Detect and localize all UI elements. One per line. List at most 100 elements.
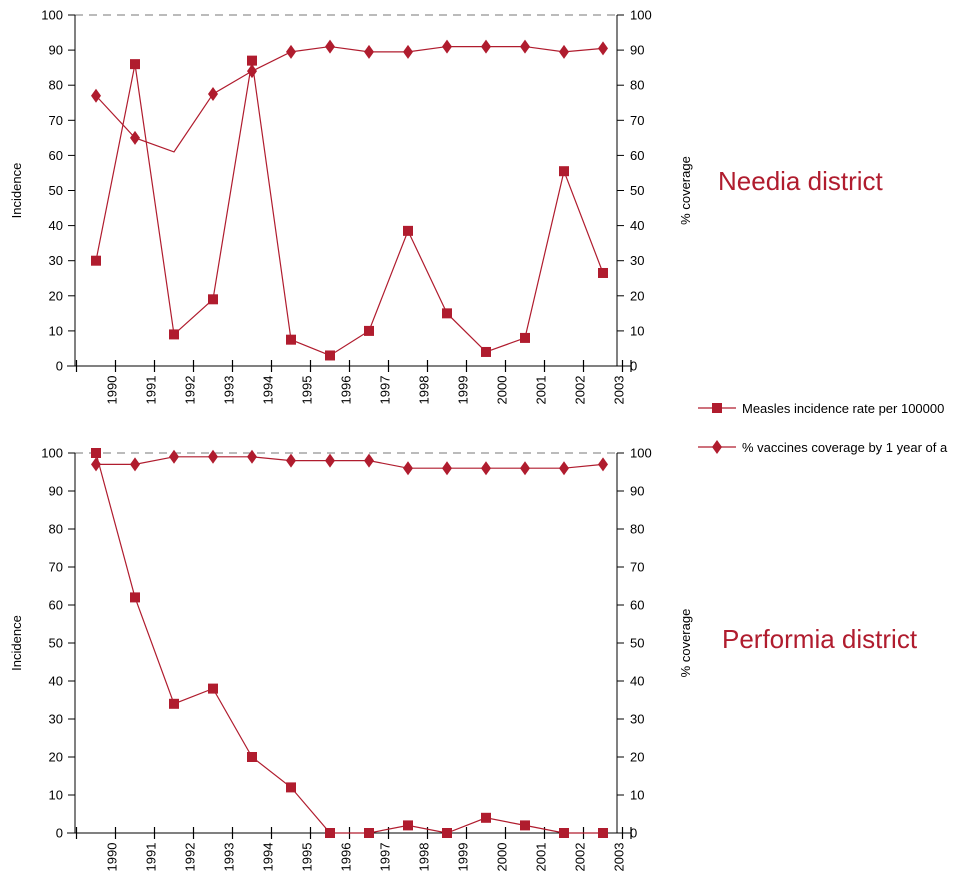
x-tick-label: 1991 (144, 843, 159, 872)
right-y-tick-label: 80 (630, 522, 644, 537)
incidence-point (403, 225, 413, 236)
left-y-tick-label: 40 (49, 218, 63, 233)
coverage-point (130, 130, 140, 145)
left-y-tick-label: 30 (49, 253, 63, 268)
x-tick-label: 1992 (183, 843, 198, 872)
coverage-point (520, 461, 530, 476)
left-y-tick-label: 10 (49, 788, 63, 803)
coverage-point (208, 449, 218, 464)
incidence-point (481, 346, 491, 357)
incidence-point (286, 334, 296, 345)
incidence-point (325, 828, 335, 838)
left-y-tick-label: 70 (49, 113, 63, 128)
x-tick-label: 1995 (300, 376, 315, 405)
incidence-point (481, 812, 491, 823)
legend-item-incidence: Measles incidence rate per 100000 (698, 401, 944, 416)
right-y-tick-label: 90 (630, 43, 644, 58)
coverage-point (598, 457, 608, 472)
coverage-point (403, 461, 413, 476)
legend: Measles incidence rate per 100000 % vacc… (698, 401, 948, 455)
incidence-point (286, 782, 296, 793)
left-y-tick-label: 60 (49, 148, 63, 163)
district-title: Performia district (722, 624, 918, 654)
left-y-tick-label: 50 (49, 636, 63, 651)
x-tick-label: 1998 (417, 843, 432, 872)
incidence-series-line (95, 452, 603, 834)
coverage-point (208, 86, 218, 101)
x-tick-label: 1992 (183, 376, 198, 405)
incidence-point (403, 820, 413, 831)
right-y-tick-label: 20 (630, 750, 644, 765)
incidence-point (208, 683, 218, 694)
legend-incidence-label: Measles incidence rate per 100000 (742, 401, 944, 416)
right-y-tick-label: 50 (630, 636, 644, 651)
legend-item-coverage: % vaccines coverage by 1 year of a (698, 440, 948, 455)
coverage-point (481, 39, 491, 54)
incidence-point (130, 59, 140, 70)
right-y-tick-label: 60 (630, 148, 644, 163)
right-y-tick-label: 60 (630, 598, 644, 613)
coverage-point (442, 461, 452, 476)
left-axis-title: Incidence (9, 615, 24, 671)
right-y-tick-label: 10 (630, 323, 644, 338)
incidence-point (559, 828, 569, 838)
coverage-point (130, 457, 140, 472)
incidence-point (247, 752, 257, 762)
left-y-tick-label: 40 (49, 674, 63, 689)
x-tick-label: 1991 (144, 376, 159, 405)
left-y-tick-label: 50 (49, 183, 63, 198)
x-tick-label: 2003 (612, 376, 627, 405)
x-tick-label: 1999 (456, 843, 471, 872)
x-tick-label: 1998 (417, 376, 432, 405)
x-tick-label: 1993 (222, 376, 237, 405)
incidence-point (598, 828, 608, 838)
coverage-point (169, 449, 179, 464)
legend-coverage-label: % vaccines coverage by 1 year of a (742, 440, 948, 455)
x-tick-label: 1990 (105, 376, 120, 405)
x-tick-label: 1994 (261, 376, 276, 405)
left-y-tick-label: 0 (56, 359, 63, 374)
x-tick-label: 1994 (261, 843, 276, 872)
incidence-point (598, 267, 608, 278)
left-y-tick-label: 100 (41, 446, 63, 461)
coverage-point (598, 41, 608, 56)
needia-district-chart: 0 0 10 10 20 20 30 30 40 40 50 50 60 60 70 70 80 80 90 90 10… (9, 8, 884, 405)
right-axis-title: % coverage (678, 156, 693, 225)
x-tick-label: 1990 (105, 843, 120, 872)
right-y-tick-label: 100 (630, 8, 652, 23)
x-tick-label: 1997 (378, 843, 393, 872)
left-y-tick-label: 90 (49, 43, 63, 58)
x-tick-label: 2001 (534, 376, 549, 405)
district-title: Needia district (718, 166, 884, 196)
left-y-tick-label: 60 (49, 598, 63, 613)
coverage-point (247, 64, 257, 79)
right-axis-title: % coverage (678, 609, 693, 678)
incidence-point (169, 698, 179, 709)
coverage-point (286, 453, 296, 468)
coverage-point (364, 453, 374, 468)
coverage-point (325, 39, 335, 54)
right-y-tick-label: 50 (630, 183, 644, 198)
x-tick-label: 1999 (456, 376, 471, 405)
x-tick-label: 2000 (495, 376, 510, 405)
incidence-point (169, 329, 179, 340)
coverage-point (286, 44, 296, 59)
legend-incidence-marker (712, 403, 722, 413)
x-tick-label: 2002 (573, 376, 588, 405)
coverage-series-line (96, 456, 604, 469)
x-tick-label: 2003 (612, 843, 627, 872)
coverage-point (403, 44, 413, 59)
incidence-point (208, 294, 218, 305)
right-y-tick-label: 20 (630, 288, 644, 303)
right-y-tick-label: 30 (630, 253, 644, 268)
left-y-tick-label: 70 (49, 560, 63, 575)
left-y-tick-label: 100 (41, 8, 63, 23)
incidence-point (442, 308, 452, 319)
legend-coverage-marker (712, 440, 722, 454)
right-y-tick-label: 0 (630, 826, 637, 841)
coverage-series-line (95, 45, 604, 153)
incidence-point (559, 166, 569, 177)
left-axis-title: Incidence (9, 163, 24, 219)
coverage-point (481, 461, 491, 476)
